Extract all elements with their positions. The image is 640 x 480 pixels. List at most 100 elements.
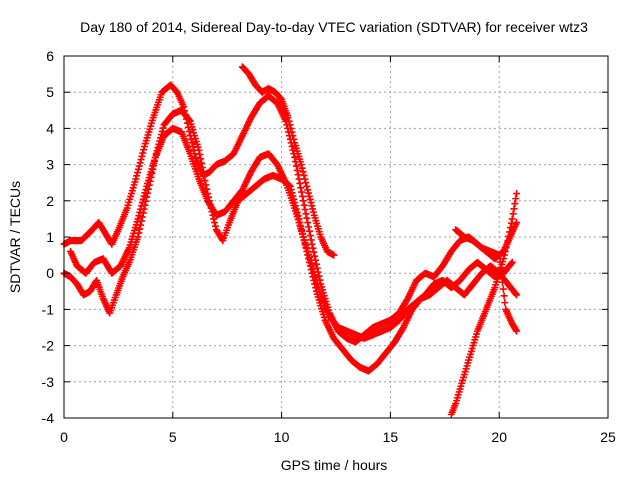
data-point [301,205,309,213]
y-tick-label: 3 [46,157,54,173]
data-point [198,159,206,167]
data-point [211,219,219,227]
data-point [139,149,147,157]
data-point [287,124,295,132]
data-point [141,189,149,197]
data-point [300,171,308,179]
y-tick-label: 6 [46,48,54,64]
x-tick-label: 20 [491,429,507,445]
data-point [137,205,145,213]
data-point [503,240,511,248]
data-point [132,175,140,183]
x-tick-label: 25 [600,429,616,445]
data-point [138,213,146,221]
series-track-f [452,226,521,335]
data-point [210,215,218,223]
data-point [496,258,504,266]
series-track-c [67,124,516,342]
data-point [305,189,313,197]
data-point [305,227,313,235]
data-point [502,244,510,252]
y-tick-label: 0 [46,265,54,281]
y-tick-label: 2 [46,193,54,209]
data-point [302,179,310,187]
data-point [295,175,303,183]
data-point [302,210,310,218]
data-point [509,210,517,218]
data-point [185,116,193,124]
y-tick-label: 1 [46,229,54,245]
data-point [309,208,317,216]
data-point [512,195,520,203]
data-point [135,162,143,170]
data-point [499,285,507,293]
data-point [159,124,167,132]
data-point [308,202,316,210]
data-point [508,215,516,223]
data-point [197,155,205,163]
data-point [211,222,219,230]
data-point [513,327,521,335]
data-point [139,195,147,203]
data-point [304,219,312,227]
data-point [138,199,146,207]
series-track-e [447,190,521,418]
data-point [140,146,148,154]
data-point [136,159,144,167]
data-point [311,252,319,260]
data-point [297,161,305,169]
data-point [512,326,520,334]
data-point [137,202,145,210]
data-point [198,163,206,171]
y-tick-label: -2 [42,338,55,354]
data-point [298,188,306,196]
data-point [507,259,515,267]
data-point [306,195,314,203]
data-point [199,168,207,176]
data-point [296,179,304,187]
chart-title: Day 180 of 2014, Sidereal Day-to-day VTE… [80,19,588,35]
data-point [192,153,200,161]
data-point [298,192,306,200]
data-point [498,271,506,279]
data-point [135,212,143,220]
x-tick-label: 0 [60,429,68,445]
data-points [60,63,521,418]
x-tick-label: 10 [274,429,290,445]
data-point [299,197,307,205]
data-point [200,172,208,180]
data-point [298,164,306,172]
x-tick-label: 15 [383,429,399,445]
data-point [309,244,317,252]
data-point [307,199,315,207]
data-point [195,146,203,154]
data-point [497,265,505,273]
data-point [293,166,301,174]
data-point [308,240,316,248]
data-point [289,132,297,140]
data-point [501,247,509,255]
data-point [315,272,323,280]
data-point [310,248,318,256]
data-point [507,219,515,227]
data-point [137,156,145,164]
data-point [500,292,508,300]
data-point [309,205,317,213]
data-point [134,215,142,223]
data-point [512,290,520,298]
data-point [303,182,311,190]
axis-ticks: 0 5 10 15 20 25 -4 -3 -2 -1 0 1 2 3 4 5 6 [42,48,616,445]
data-point [133,172,141,180]
y-tick-label: 4 [46,120,54,136]
data-point [288,143,296,150]
data-point [291,153,299,161]
data-point [188,139,196,147]
data-point [513,190,521,198]
data-point [134,165,142,173]
data-point [140,192,148,200]
data-point [288,128,296,136]
data-point [510,205,518,213]
data-point [304,186,312,194]
data-point [138,152,146,160]
